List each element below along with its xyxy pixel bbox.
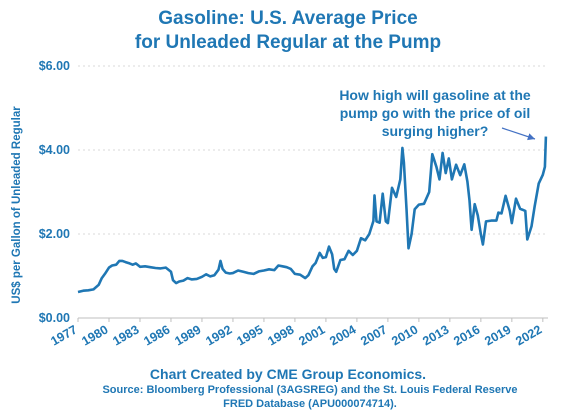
- source-line-2: FRED Database (APU000074714).: [223, 398, 397, 410]
- y-tick-label: $6.00: [39, 59, 70, 73]
- x-tick-label: 1980: [79, 322, 110, 348]
- x-tick-label: 2019: [482, 322, 513, 348]
- chart-annotation: How high will gasoline at the pump go wi…: [300, 86, 570, 140]
- x-tick-label: 1995: [234, 322, 265, 348]
- annotation-line-1: How high will gasoline at the: [339, 87, 531, 103]
- x-tick-label: 1983: [110, 322, 141, 348]
- x-tick-label: 2007: [358, 322, 389, 348]
- x-tick-labels: 1977 1980 1983 1986 1989 1992 1995 1998 2001 2004…: [48, 318, 544, 349]
- chart-title-line-1: Gasoline: U.S. Average Price: [158, 8, 418, 29]
- x-tick-label: 1998: [265, 322, 296, 348]
- y-axis-label: US$ per Gallon of Unleaded Regular: [11, 106, 23, 304]
- x-tick-label: 1977: [48, 322, 79, 348]
- annotation-line-3: surging higher?: [381, 123, 489, 139]
- y-tick-label: $0.00: [39, 311, 70, 325]
- x-tick-label: 2016: [451, 322, 482, 348]
- x-tick-label: 2022: [513, 322, 544, 348]
- chart-title: Gasoline: U.S. Average Price for Unleade…: [0, 7, 576, 55]
- y-tick-labels: $0.00 $2.00 $4.00 $6.00: [39, 59, 70, 325]
- y-tick-label: $4.00: [39, 143, 70, 157]
- x-tick-label: 2010: [389, 322, 420, 348]
- x-tick-label: 2013: [420, 322, 451, 348]
- x-tick-label: 1989: [172, 322, 203, 348]
- x-tick-label: 2001: [296, 322, 327, 348]
- x-tick-label: 1986: [141, 322, 172, 348]
- gasoline-price-line: [77, 136, 548, 294]
- chart-title-line-2: for Unleaded Regular at the Pump: [134, 32, 442, 53]
- x-tick-label: 1992: [203, 322, 234, 348]
- chart-credit: Chart Created by CME Group Economics.: [149, 366, 427, 382]
- x-tick-label: 2004: [327, 322, 358, 348]
- annotation-line-2: pump go with the price of oil: [339, 105, 531, 121]
- y-tick-label: $2.00: [39, 227, 70, 241]
- annotation-arrow: [501, 127, 536, 141]
- chart-source: Source: Bloomberg Professional (3AGSREG)…: [60, 383, 560, 411]
- source-line-1: Source: Bloomberg Professional (3AGSREG)…: [102, 384, 518, 396]
